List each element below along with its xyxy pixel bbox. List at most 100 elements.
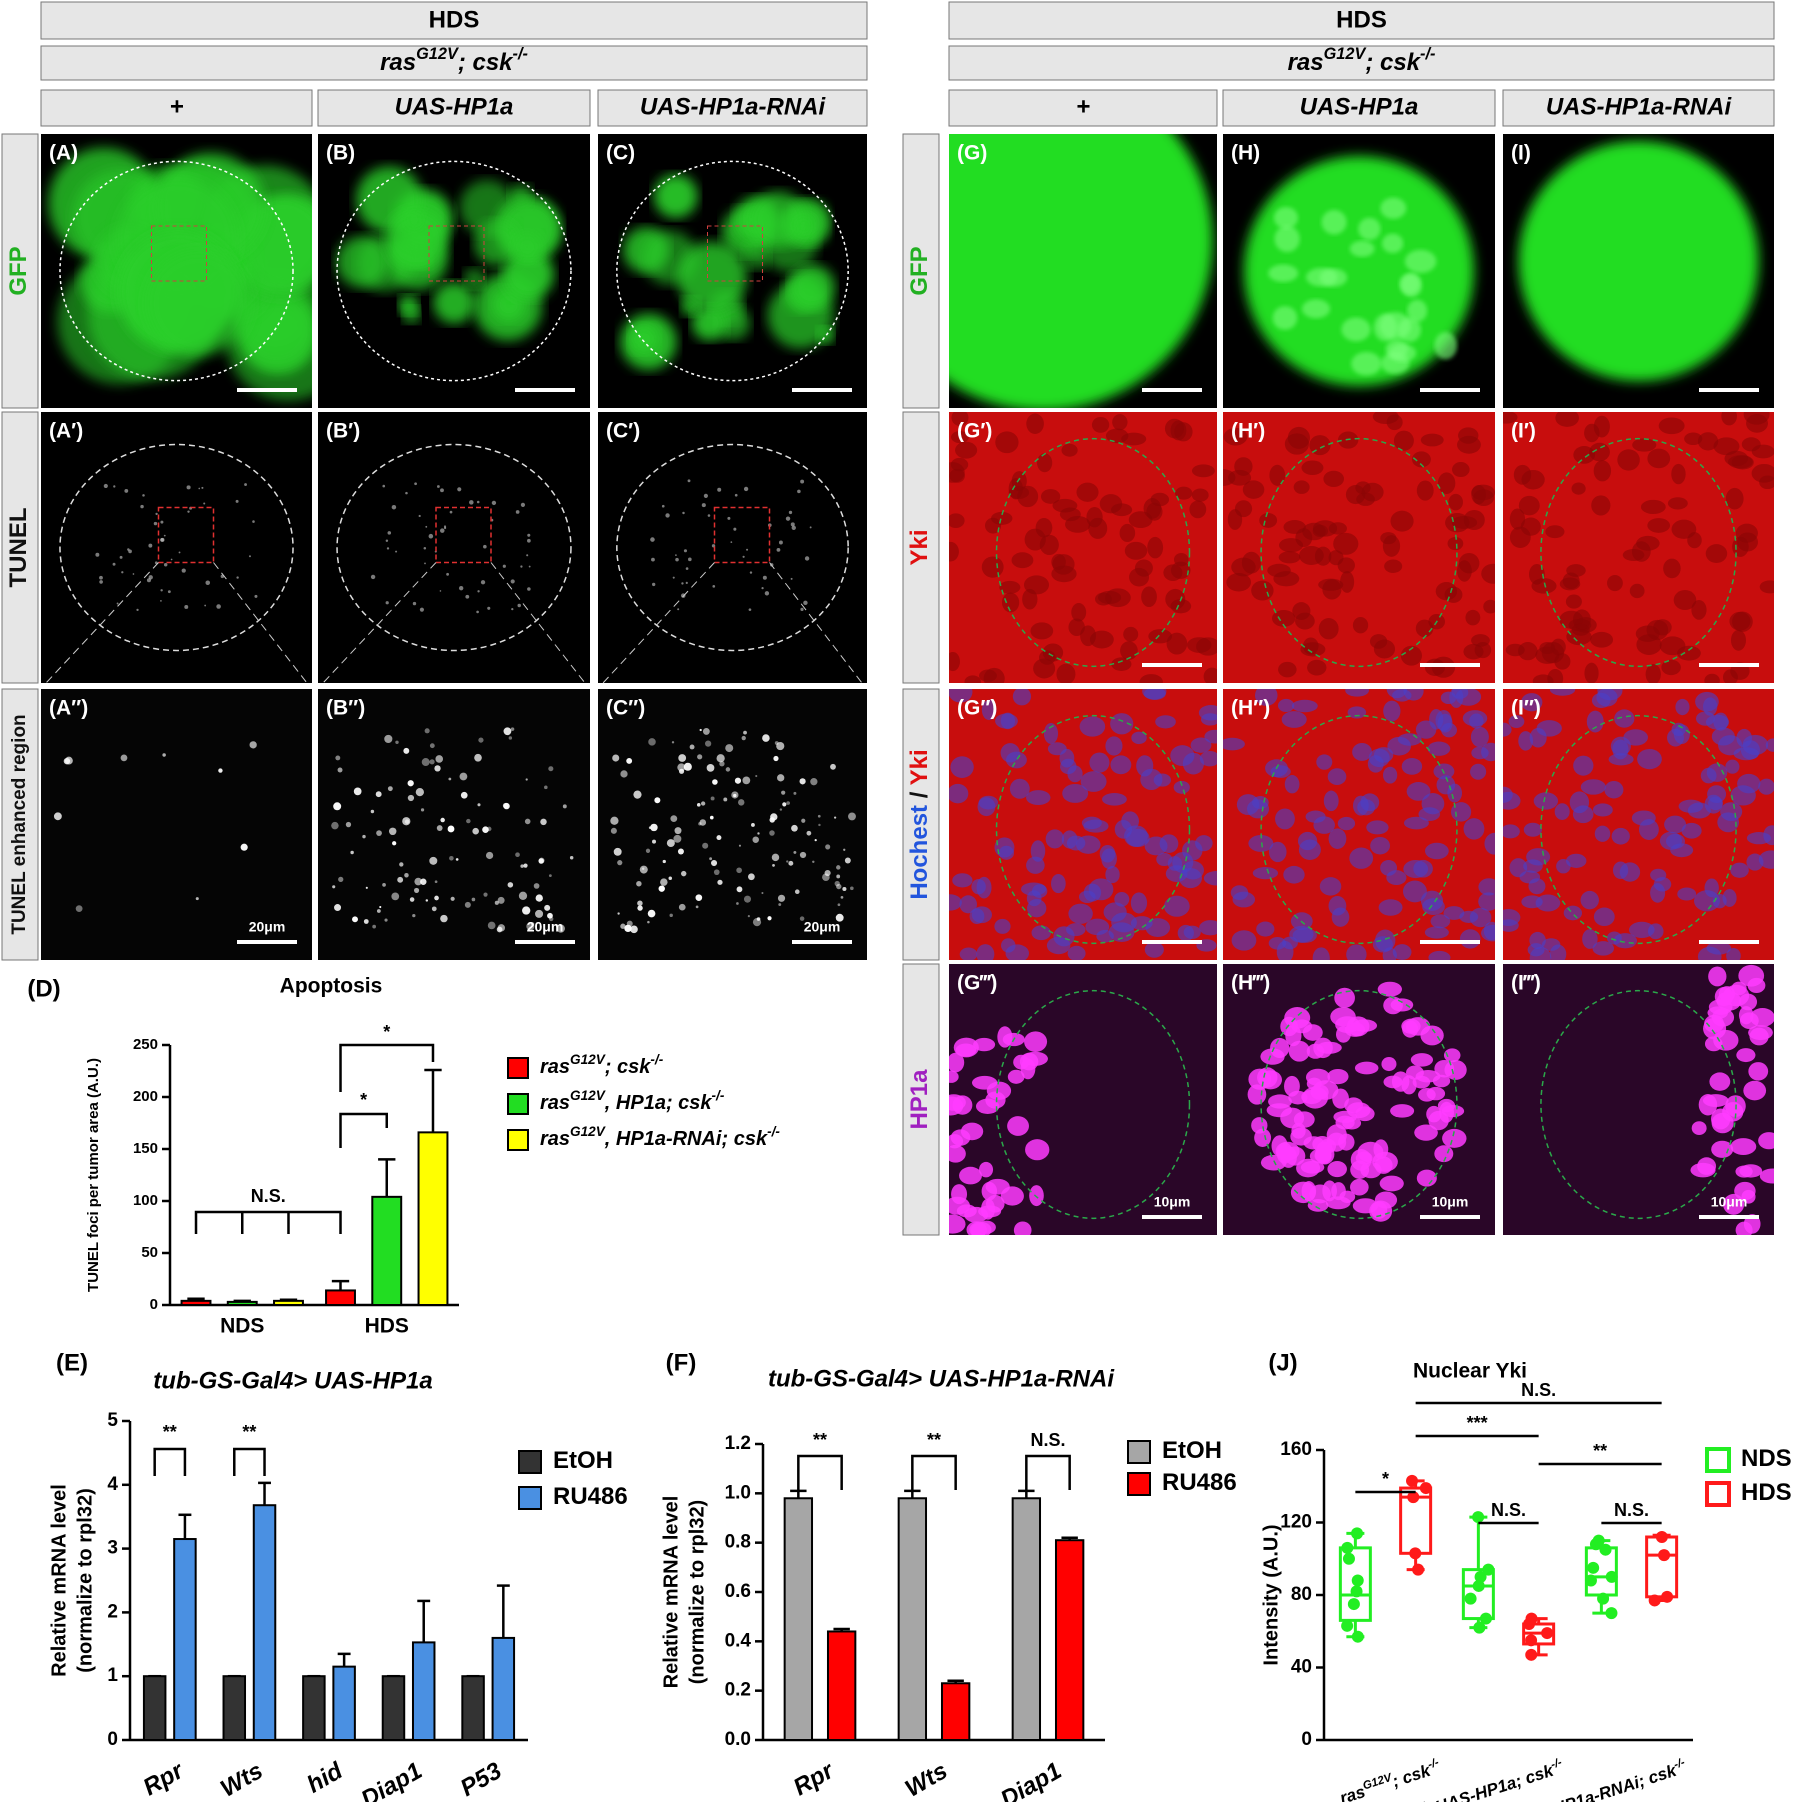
tunel-focus	[425, 899, 429, 902]
nucleus	[1078, 890, 1096, 904]
panel-label: (C″)	[606, 697, 645, 720]
tunel-signal	[652, 582, 656, 587]
nucleus	[1105, 866, 1120, 884]
legend-label: EtOH	[553, 1447, 613, 1474]
nucleus	[1483, 921, 1495, 941]
micrograph	[1503, 412, 1774, 683]
significance-bracket	[194, 1210, 342, 1234]
nucleus	[1327, 1068, 1349, 1085]
micrograph	[41, 412, 312, 683]
tunel-focus	[772, 864, 775, 867]
header-box	[40, 1, 868, 40]
nucleus	[1458, 427, 1479, 444]
tunel-focus	[487, 921, 496, 930]
tunel-signal	[127, 548, 130, 551]
nucleus	[1481, 742, 1495, 762]
nucleus	[1330, 1007, 1356, 1027]
data-point	[1474, 1570, 1487, 1583]
nucleus	[1155, 715, 1176, 729]
nucleus	[1300, 642, 1326, 657]
gfp-cell	[1358, 217, 1381, 241]
significance-label: N.S.	[251, 1186, 286, 1206]
legend-label-part: EtOH	[553, 1447, 613, 1474]
nucleus	[949, 462, 965, 483]
nucleus	[1199, 750, 1217, 767]
tunel-signal	[252, 520, 255, 523]
nucleus	[1424, 926, 1449, 939]
nucleus	[1306, 1077, 1322, 1090]
nucleus	[1721, 412, 1737, 426]
tunel-focus	[733, 793, 737, 798]
nucleus	[1735, 523, 1758, 543]
bar	[783, 1497, 814, 1742]
nucleus	[1187, 637, 1212, 653]
y-axis-label: Intensity (A.U.)	[1260, 1524, 1282, 1665]
micrograph	[949, 964, 1217, 1235]
nucleus	[1307, 1199, 1329, 1212]
tunel-signal	[778, 540, 783, 545]
column-label: +	[1076, 93, 1090, 120]
tunel-focus	[654, 797, 661, 804]
tunel-focus	[350, 850, 354, 855]
nucleus	[1007, 1069, 1025, 1084]
nucleus	[1281, 711, 1307, 728]
nucleus	[1260, 1048, 1285, 1065]
tunel-focus	[436, 825, 443, 831]
scale-bar	[1420, 663, 1480, 667]
nucleus	[1110, 755, 1132, 775]
tunel-focus	[680, 870, 687, 877]
nucleus	[1470, 726, 1489, 748]
tunel-signal	[386, 547, 390, 550]
nucleus	[1345, 484, 1366, 505]
nucleus	[1731, 981, 1747, 996]
micrograph	[1223, 689, 1495, 960]
nucleus	[1334, 987, 1355, 1008]
nucleus	[1182, 860, 1204, 880]
row-label-box	[1, 411, 39, 684]
row-label: GFP	[906, 246, 933, 295]
gfp-signal	[750, 191, 807, 248]
nucleus	[1687, 802, 1711, 819]
nucleus	[1687, 532, 1702, 549]
nucleus	[1153, 773, 1172, 787]
nucleus	[1124, 541, 1148, 560]
panel-label: (H)	[1231, 142, 1260, 165]
nucleus	[1019, 1052, 1039, 1071]
significance-bracket	[911, 1454, 957, 1490]
gfp-cell	[1407, 299, 1428, 322]
tunel-focus	[613, 847, 622, 856]
data-point	[1406, 1474, 1419, 1487]
nucleus	[976, 876, 992, 899]
nucleus	[1337, 557, 1355, 574]
nucleus	[949, 1134, 964, 1149]
gfp-signal	[336, 236, 388, 288]
nucleus	[1029, 1185, 1044, 1207]
nucleus	[1031, 884, 1048, 898]
nucleus	[1536, 720, 1562, 737]
nucleus	[1704, 673, 1720, 683]
tunel-focus	[834, 880, 840, 887]
tunel-focus	[824, 869, 831, 877]
tunel-signal	[809, 526, 812, 529]
genotype-part: ; csk	[1365, 49, 1421, 76]
tunel-focus	[825, 844, 831, 850]
tunel-focus	[843, 848, 846, 851]
y-axis-label: (normalize to rpl32)	[686, 1500, 708, 1684]
tunel-signal	[788, 510, 793, 515]
nucleus	[1751, 444, 1774, 459]
nucleus	[1736, 1048, 1756, 1063]
tunel-focus	[848, 812, 856, 821]
nucleus	[1150, 492, 1170, 507]
micrograph	[1223, 134, 1495, 408]
nucleus	[1503, 791, 1521, 810]
nucleus	[1166, 632, 1188, 655]
bar	[180, 1299, 212, 1306]
header: HDS	[1336, 6, 1387, 33]
nucleus	[949, 689, 973, 703]
nucleus	[1667, 728, 1684, 747]
nucleus	[949, 1070, 959, 1083]
legend-swatch	[1127, 1472, 1151, 1496]
nucleus	[1009, 778, 1030, 799]
tunel-focus	[769, 817, 775, 823]
data-point	[1597, 1592, 1610, 1605]
